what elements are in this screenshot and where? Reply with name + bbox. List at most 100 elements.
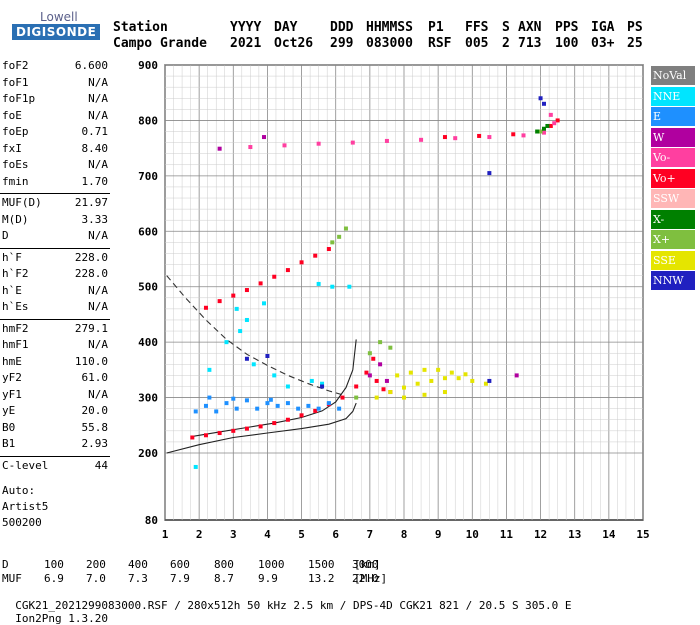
x-tick-label: 12 (534, 528, 547, 541)
param-md: M(D) 3.33 (2, 213, 108, 229)
param-value: 0.71 (81, 125, 109, 138)
param-label: hmF2 (2, 321, 29, 335)
point-e (255, 406, 260, 411)
param-value: N/A (88, 387, 108, 401)
point-vo (313, 253, 318, 258)
muf-value: 13.2 (308, 572, 335, 585)
point-vo (326, 247, 331, 252)
x-tick-label: 10 (466, 528, 479, 541)
point-vo (384, 138, 389, 143)
panel-separator (0, 455, 110, 457)
param-label: D (2, 229, 9, 242)
auto-artist: Artist5 (2, 500, 49, 513)
param-value: N/A (88, 158, 108, 171)
y-tick-label: 800 (138, 114, 158, 127)
x-tick-label: 9 (435, 528, 442, 541)
point-vo (442, 135, 447, 140)
point-w (378, 362, 383, 367)
point-e (244, 398, 249, 403)
param-b0: B0 55.8 (2, 421, 108, 437)
header-value-2: Oct26 (274, 36, 314, 51)
y-tick-label: 80 (145, 514, 158, 527)
distance-label: D (2, 558, 9, 571)
point-sse (449, 370, 454, 375)
point-nne (347, 284, 352, 289)
muf-value: 9.9 (258, 572, 278, 585)
point-x (343, 226, 348, 231)
param-label: M(D) (2, 212, 29, 226)
legend-item-e: E (651, 107, 695, 126)
param-value: N/A (88, 108, 108, 122)
point-sse (422, 392, 427, 397)
point-vo (521, 133, 526, 138)
point-nnw (487, 171, 492, 176)
header-label-0: Station (113, 20, 168, 35)
point-nnw (265, 354, 270, 358)
header-label-9: PPS (555, 20, 579, 35)
point-nne (207, 367, 212, 372)
legend-item-ssw: SSW (651, 189, 695, 208)
point-nne (251, 362, 256, 367)
param-label: B0 (2, 420, 16, 434)
param-value: 228.0 (74, 250, 108, 264)
muf-unit: [MHz] (354, 572, 388, 585)
param-value: 44 (94, 458, 108, 472)
param-label: foEp (2, 125, 29, 138)
y-tick-label: 200 (138, 447, 158, 460)
point-sse (456, 376, 461, 381)
point-sse (388, 390, 393, 395)
point-vo (258, 281, 263, 286)
point-vo (231, 428, 236, 433)
x-tick-label: 2 (196, 528, 203, 541)
point-vo (231, 293, 236, 298)
point-nne (224, 340, 229, 345)
param-label: fxI (2, 141, 22, 155)
x-tick-label: 13 (568, 528, 581, 541)
param-fof2: foF2 6.600 (2, 59, 108, 75)
logo-lowell: Lowell (40, 10, 78, 24)
header-value-0: Campo Grande (113, 36, 207, 51)
data-points (190, 96, 560, 469)
param-label: hmE (2, 354, 22, 368)
param-hmf2: hmF2 279.1 (2, 322, 108, 338)
param-value: 20.0 (81, 404, 109, 417)
point-sse (395, 373, 400, 378)
x-tick-label: 4 (264, 528, 271, 541)
param-label: h`F (2, 250, 22, 264)
point-e (224, 401, 229, 406)
point-vo (350, 140, 355, 145)
footer-info-text: CGK21_2021299083000.RSF / 280x512h 50 kH… (15, 599, 572, 612)
param-value: 3.33 (81, 212, 109, 226)
param-label: foF1p (2, 92, 36, 105)
param-label: h`Es (2, 300, 29, 313)
point-e (214, 409, 219, 414)
param-yf1: yF1 N/A (2, 388, 108, 404)
panel-separator (0, 193, 110, 194)
x-tick-label: 5 (298, 528, 305, 541)
point-vo (203, 433, 208, 438)
muf-value: 7.3 (128, 572, 148, 585)
param-foe: foE N/A (2, 109, 108, 125)
point-vo (419, 137, 424, 142)
panel-separator (0, 247, 110, 249)
point-vo (541, 130, 546, 135)
point-vo (453, 136, 458, 141)
header-label-2: DAY (274, 20, 298, 35)
param-fof1: foF1 N/A (2, 76, 108, 92)
header-value-10: 03+ (591, 36, 615, 51)
muf-value: 7.0 (86, 572, 106, 585)
param-label: B1 (2, 437, 16, 450)
y-tick-label: 300 (138, 392, 158, 405)
point-nne (262, 301, 267, 306)
point-nne (238, 329, 243, 334)
point-e (285, 401, 290, 406)
point-x (337, 234, 342, 239)
param-value: 1.70 (81, 174, 109, 188)
legend-item-vo: Vo+ (651, 168, 695, 188)
distance-value: 600 (170, 558, 190, 571)
point-vo (371, 356, 376, 361)
point-x (538, 129, 543, 134)
header-value-8: 713 (518, 36, 542, 51)
distance-value: 200 (86, 558, 106, 571)
legend-item-sse: SSE (651, 250, 695, 270)
